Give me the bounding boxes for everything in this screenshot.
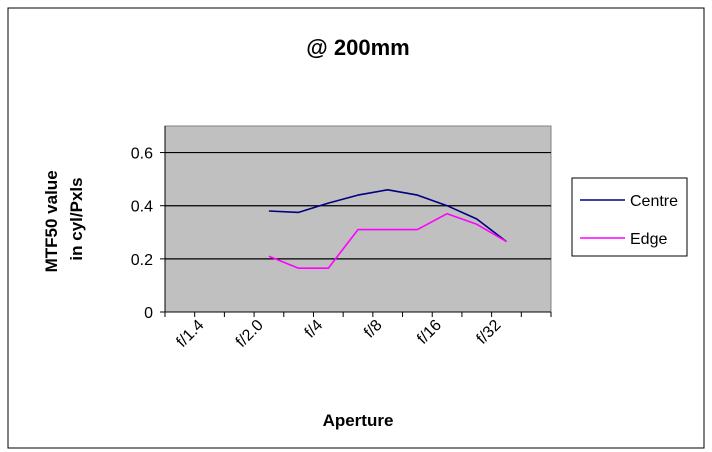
legend-label-centre: Centre [630,193,678,210]
series-layer [268,189,507,270]
y-axis-title: MTF50 value in cyl/Pxls [42,166,86,273]
legend [571,177,688,257]
y-tick-label: 0.6 [131,146,153,163]
legend-label-edge: Edge [630,231,667,248]
chart-title: @ 200mm [306,35,409,60]
y-tick-label: 0 [144,305,153,322]
y-axis-title-line-1: MTF50 value [42,170,61,272]
y-axis-ticks: 0 0.2 0.4 0.6 [131,146,165,322]
y-tick-label: 0.4 [131,199,153,216]
y-tick-label: 0.2 [131,252,153,269]
x-axis-title: Aperture [323,411,394,430]
plot-area [164,125,552,313]
y-axis-title-line-2: in cyl/Pxls [67,177,86,260]
legend-items: Centre Edge [580,193,678,248]
gridlines [165,151,551,260]
